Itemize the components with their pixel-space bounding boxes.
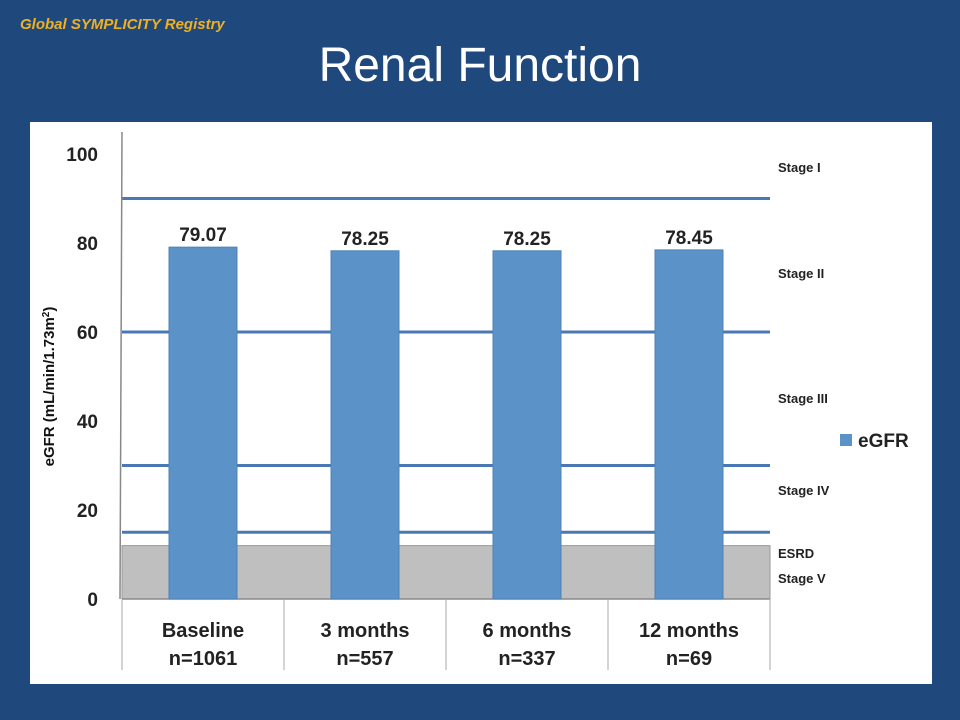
y-tick-label: 0 — [87, 590, 98, 611]
y-tick-label: 40 — [77, 412, 98, 433]
chart-panel: 0 20 40 60 80 100 eGFR (mL/min/1.73m2) 79.07 Bas… — [30, 122, 932, 684]
x-category-sublabel: n=69 — [666, 648, 712, 670]
x-category-label: 3 months — [321, 620, 410, 642]
x-category-label: 12 months — [639, 620, 739, 642]
stage-label: Stage III — [778, 391, 828, 406]
y-tick-label: 60 — [77, 323, 98, 344]
x-category-sublabel: n=337 — [498, 648, 555, 670]
y-axis-label: eGFR (mL/min/1.73m2) — [41, 307, 59, 467]
stage-label: Stage V — [778, 571, 826, 586]
y-tick-label: 100 — [66, 145, 98, 166]
x-category-label: 6 months — [483, 620, 572, 642]
slide-title: Renal Function — [318, 39, 642, 92]
stage-label: Stage II — [778, 266, 824, 281]
bar-6-months — [492, 250, 562, 600]
egfr-bar-chart: 0 20 40 60 80 100 eGFR (mL/min/1.73m2) 79.07 Bas… — [41, 131, 909, 670]
bar-3-months — [330, 250, 400, 600]
data-label: 78.25 — [503, 229, 551, 250]
registry-label: Global SYMPLICITY Registry — [20, 16, 225, 33]
y-tick-label: 80 — [77, 234, 98, 255]
x-category-sublabel: n=557 — [336, 648, 393, 670]
data-label: 78.25 — [341, 229, 389, 250]
x-category-sublabel: n=1061 — [169, 648, 237, 670]
legend-swatch — [840, 434, 852, 446]
stage-label: Stage I — [778, 160, 821, 175]
data-label: 78.45 — [665, 228, 713, 249]
y-tick-label: 20 — [77, 501, 98, 522]
legend-label: eGFR — [858, 431, 909, 452]
stage-label: ESRD — [778, 546, 814, 561]
stage-label: Stage IV — [778, 483, 830, 498]
bar-baseline — [168, 246, 238, 600]
x-category-label: Baseline — [162, 620, 244, 642]
data-label: 79.07 — [179, 225, 227, 246]
y-axis-line — [119, 131, 123, 600]
bar-12-months — [654, 249, 724, 600]
